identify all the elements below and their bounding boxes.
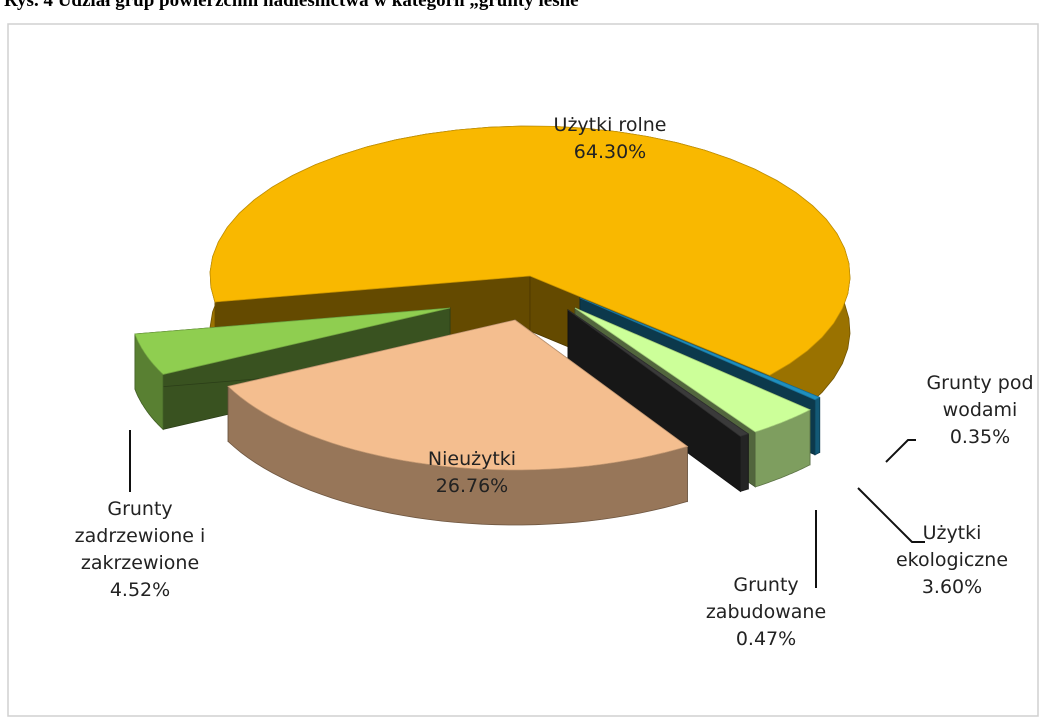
slice [567,309,750,493]
value-label: 64.30% [573,141,647,163]
category-label: Grunty zadrzewione i zakrzewione [74,498,206,574]
value-label: 3.60% [921,576,983,598]
slice-label: Nieużytki 26.76% [372,446,572,500]
slice-wall [814,397,821,456]
category-label: Grunty pod wodami [926,372,1034,421]
slice-label: Grunty zabudowane 0.47% [691,572,841,653]
slice-top [579,297,820,401]
slice-top [574,307,811,433]
slice-label: Użytki rolne 64.30% [510,112,710,166]
slice-top [567,309,750,437]
slice-top [209,125,851,376]
chart-frame [7,23,1039,717]
slice-label: Użytki ekologiczne 3.60% [887,520,1017,601]
slice-top [134,307,451,375]
category-label: Użytki ekologiczne [895,522,1009,571]
category-label: Nieużytki [427,448,517,470]
value-label: 0.47% [735,628,797,650]
slice-top [227,319,689,471]
category-label: Grunty zabudowane [705,574,827,623]
slice-label: Grunty pod wodami 0.35% [915,370,1044,451]
value-label: 4.52% [109,579,171,601]
slice-label: Grunty zadrzewione i zakrzewione 4.52% [55,496,225,604]
chart-title: Rys. 4 Udział grup powierzchni nadleśnic… [4,0,589,11]
slice [227,319,689,526]
value-label: 26.76% [435,475,509,497]
category-label: Użytki rolne [553,114,667,136]
leader-line [885,439,916,463]
leader-line [857,487,925,543]
leader-lines [129,430,925,588]
slice-wall [740,433,749,493]
value-label: 0.35% [949,426,1011,448]
